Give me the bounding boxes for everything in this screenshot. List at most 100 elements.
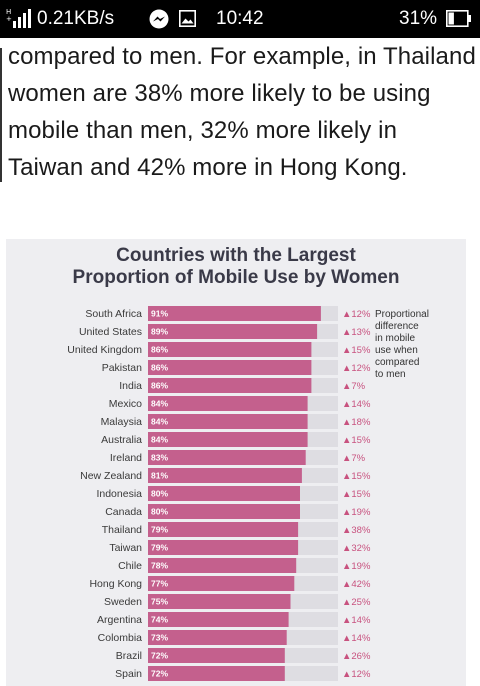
difference-label: ▲19%	[342, 507, 371, 518]
difference-label: ▲32%	[342, 543, 371, 554]
difference-label: ▲14%	[342, 633, 371, 644]
infographic: Countries with the Largest Proportion of…	[6, 239, 466, 686]
category-label: Canada	[105, 506, 142, 518]
status-bar: H + 0.21KB/s 10:42 31%	[0, 0, 480, 38]
difference-label: ▲19%	[342, 561, 371, 572]
chart-rows: South Africa 91% ▲12% United States 89% ▲13% U…	[67, 306, 371, 681]
bar	[148, 594, 291, 609]
category-label: Hong Kong	[89, 578, 142, 590]
svg-text:+: +	[6, 15, 12, 23]
value-label: 80%	[151, 507, 168, 517]
legend-line: use when	[375, 345, 418, 356]
article-paragraph: compared to men. For example, in Thailan…	[8, 43, 476, 181]
category-label: Ireland	[110, 452, 142, 464]
value-label: 84%	[151, 399, 168, 409]
category-label: Australia	[101, 434, 142, 446]
value-label: 86%	[151, 381, 168, 391]
image-notification-icon	[179, 10, 196, 27]
difference-label: ▲15%	[342, 345, 371, 356]
battery-icon	[446, 10, 471, 27]
difference-label: ▲25%	[342, 597, 371, 608]
chart-title-line-1: Countries with the Largest	[116, 245, 356, 266]
bar	[148, 558, 297, 573]
difference-label: ▲15%	[342, 489, 371, 500]
text-cursor-bar	[0, 48, 2, 182]
bar	[148, 576, 295, 591]
signal-bars-icon: H +	[6, 8, 31, 28]
bar	[148, 630, 287, 645]
difference-label: ▲26%	[342, 651, 371, 662]
bar	[148, 324, 318, 339]
bar	[148, 450, 306, 465]
difference-label: ▲38%	[342, 525, 371, 536]
value-label: 72%	[151, 669, 168, 679]
bar	[148, 378, 312, 393]
bar	[148, 360, 312, 375]
category-label: Chile	[118, 560, 142, 572]
category-label: New Zealand	[80, 470, 142, 482]
value-label: 84%	[151, 417, 168, 427]
category-label: India	[119, 380, 142, 392]
bar	[148, 468, 302, 483]
value-label: 79%	[151, 525, 168, 535]
messenger-icon	[149, 9, 169, 29]
bar	[148, 522, 299, 537]
legend-line: to men	[375, 369, 406, 380]
category-label: Argentina	[97, 614, 142, 626]
legend-line: compared	[375, 357, 419, 368]
difference-label: ▲15%	[342, 435, 371, 446]
value-label: 89%	[151, 327, 168, 337]
difference-label: ▲15%	[342, 471, 371, 482]
category-label: South Africa	[85, 308, 142, 320]
value-label: 79%	[151, 543, 168, 553]
difference-label: ▲14%	[342, 399, 371, 410]
value-label: 86%	[151, 363, 168, 373]
category-label: Sweden	[104, 596, 142, 608]
legend-line: in mobile	[375, 333, 415, 344]
bar	[148, 342, 312, 357]
bar	[148, 666, 285, 681]
category-label: Mexico	[109, 398, 142, 410]
network-speed: 0.21KB/s	[37, 8, 115, 29]
category-label: Malaysia	[101, 416, 143, 428]
clock: 10:42	[216, 8, 264, 29]
bar-chart: Countries with the Largest Proportion of…	[67, 245, 429, 681]
category-label: Brazil	[116, 650, 142, 662]
bar	[148, 396, 308, 411]
bar	[148, 504, 300, 519]
chart-title-line-2: Proportion of Mobile Use by Women	[73, 267, 400, 288]
difference-label: ▲13%	[342, 327, 371, 338]
difference-label: ▲7%	[342, 453, 366, 464]
value-label: 78%	[151, 561, 168, 571]
legend-line: Proportional	[375, 309, 429, 320]
difference-label: ▲7%	[342, 381, 366, 392]
category-label: Colombia	[98, 632, 143, 644]
difference-label: ▲12%	[342, 309, 371, 320]
bar	[148, 648, 285, 663]
value-label: 81%	[151, 471, 168, 481]
value-label: 86%	[151, 345, 168, 355]
bar	[148, 540, 299, 555]
value-label: 83%	[151, 453, 168, 463]
category-label: United Kingdom	[67, 344, 142, 356]
value-label: 72%	[151, 651, 168, 661]
bar	[148, 414, 308, 429]
bar	[148, 612, 289, 627]
category-label: Pakistan	[102, 362, 142, 374]
value-label: 80%	[151, 489, 168, 499]
value-label: 91%	[151, 309, 168, 319]
value-label: 77%	[151, 579, 168, 589]
category-label: Thailand	[102, 524, 142, 536]
value-label: 84%	[151, 435, 168, 445]
bar	[148, 306, 321, 321]
svg-text:H: H	[6, 8, 11, 16]
value-label: 73%	[151, 633, 168, 643]
category-label: Spain	[115, 668, 142, 680]
difference-label: ▲12%	[342, 363, 371, 374]
category-label: Indonesia	[96, 488, 142, 500]
category-label: United States	[79, 326, 142, 338]
bar	[148, 432, 308, 447]
category-label: Taiwan	[109, 542, 142, 554]
value-label: 75%	[151, 597, 168, 607]
